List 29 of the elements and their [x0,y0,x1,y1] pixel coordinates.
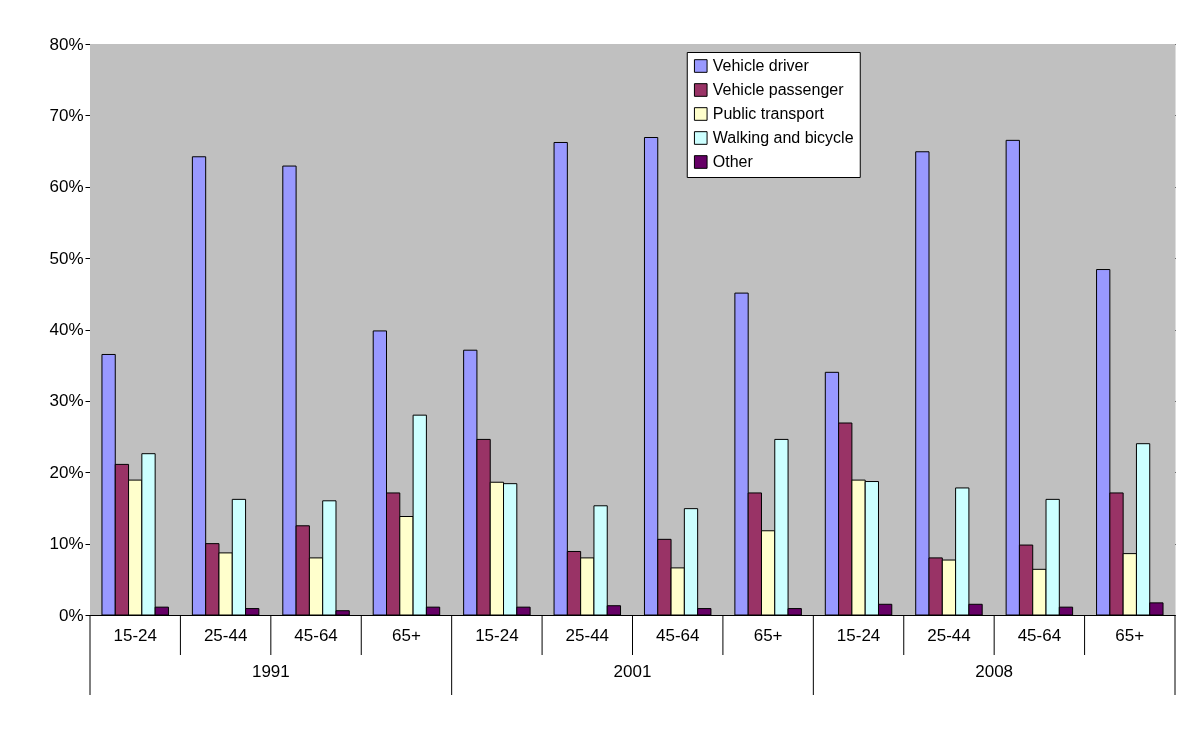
y-tick-label: 60% [49,177,84,197]
y-tick-label: 10% [49,534,84,554]
x-tick-label: 25-44 [203,625,248,645]
text: 2008 [975,662,1014,681]
legend-label: Other [712,153,754,170]
x-tick-label: 25-44 [927,625,971,645]
x-tick-label: 45-64 [294,625,338,645]
x-tick-label: 45-64 [1017,625,1062,645]
y-tick-label: 70% [49,105,84,125]
y-tick-label: 80% [49,34,84,54]
legend-label: Vehicle driver [712,57,810,74]
x-tick-label: 15-24 [836,625,881,645]
legend-label: Walking and bicycle [712,129,854,146]
y-tick-label: 50% [49,248,84,268]
x-tick-label: 65+ [753,625,783,645]
x-tick-label: 15-24 [113,625,157,645]
text: 1991 [251,662,290,681]
x-tick-label: 65+ [1115,625,1145,645]
x-tick-label: 15-24 [475,625,519,645]
y-tick-label: 0% [58,605,84,625]
x-tick-label: 25-44 [565,625,610,645]
x-tick-label: 65+ [392,625,421,645]
text: 2001 [613,662,652,681]
y-tick-label: 30% [49,391,84,411]
x-tick-label: 45-64 [655,625,700,645]
y-tick-label: 20% [49,462,84,482]
legend-label: Public transport [712,105,825,122]
y-tick-label: 40% [49,320,84,339]
legend-label: Vehicle passenger [712,81,845,98]
